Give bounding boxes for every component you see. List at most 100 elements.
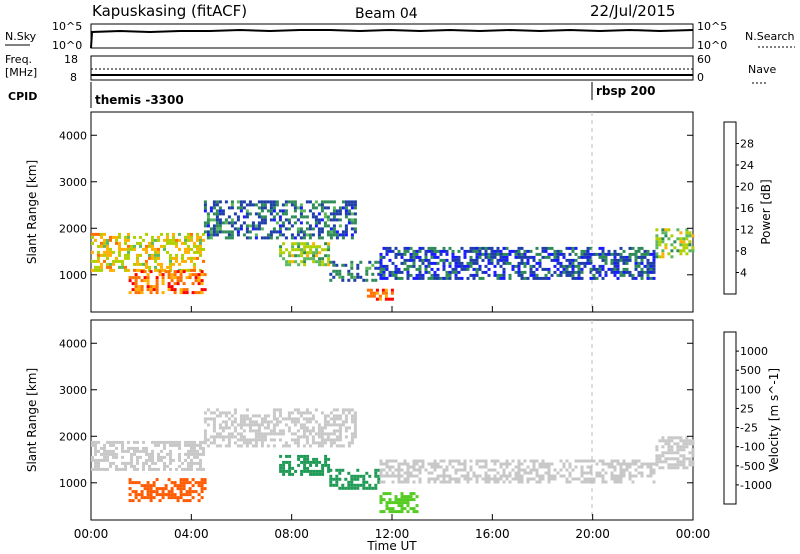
velocity-cell [415, 459, 419, 463]
velocity-cell [382, 480, 386, 484]
power-cell [628, 258, 632, 262]
velocity-cell [589, 480, 593, 484]
power-cell [254, 212, 258, 216]
velocity-cell [631, 474, 635, 478]
velocity-cell [218, 426, 222, 430]
power-cell [478, 252, 482, 256]
power-cell [109, 253, 112, 257]
velocity-cell [323, 432, 327, 436]
power-cell [315, 248, 319, 252]
velocity-cell [472, 471, 476, 475]
power-cells [91, 200, 695, 301]
velocity-cell [97, 458, 100, 462]
power-cell [691, 249, 695, 253]
power-cell [523, 264, 527, 268]
velocity-cell [442, 474, 446, 478]
power-cell [335, 233, 339, 237]
velocity-cell [308, 417, 312, 421]
power-cell [619, 255, 623, 259]
velocity-region-3 [279, 454, 331, 476]
power-cell [233, 221, 237, 225]
x-tick-label: 00:00 [676, 527, 711, 541]
velocity-cell [134, 481, 138, 485]
power-cell [306, 257, 310, 261]
velocity-cell [652, 480, 656, 484]
power-cell [613, 249, 617, 253]
power-cell [172, 256, 175, 260]
power-cell [604, 261, 608, 265]
power-cell [637, 273, 641, 277]
velocity-cell [667, 466, 671, 470]
velocity-cell [406, 474, 410, 478]
velocity-cell [574, 477, 578, 481]
power-cell [323, 200, 327, 204]
velocity-cell [318, 472, 322, 476]
velocity-cell [176, 496, 180, 500]
velocity-cell [583, 471, 587, 475]
velocity-cell [281, 429, 285, 433]
velocity-cell [586, 459, 590, 463]
power-cell [445, 249, 449, 253]
power-cell [181, 253, 184, 257]
velocity-cell [484, 477, 488, 481]
velocity-cell [676, 436, 680, 440]
power-cell [658, 255, 662, 259]
power-cell [154, 268, 157, 272]
power-cell [514, 255, 518, 259]
velocity-cell [400, 468, 404, 472]
power-cell [203, 221, 207, 225]
velocity-cell [469, 477, 473, 481]
velocity-cell [288, 454, 292, 458]
power-cell [145, 265, 148, 269]
power-cell [469, 249, 473, 253]
power-cell [199, 247, 202, 251]
power-cell [224, 230, 228, 234]
power-cell [154, 256, 157, 260]
velocity-cell [242, 423, 246, 427]
velocity-cell [221, 435, 225, 439]
power-cell [457, 270, 461, 274]
power-cell [335, 218, 339, 222]
velocity-cell [200, 484, 204, 488]
power-cell [463, 255, 467, 259]
velocity-cell [356, 474, 360, 478]
velocity-cell [197, 493, 201, 497]
velocity-cell [199, 461, 202, 465]
power-cell [293, 206, 297, 210]
power-cell [94, 265, 97, 269]
power-cell [279, 254, 283, 258]
power-cell [109, 247, 112, 251]
velocity-cell [547, 471, 551, 475]
velocity-cell [565, 459, 569, 463]
velocity-cell [212, 429, 216, 433]
power-cell [436, 261, 440, 265]
velocity-cell [145, 446, 148, 450]
power-cell [308, 200, 312, 204]
power-cell [526, 258, 530, 262]
power-cell [200, 273, 204, 277]
power-cell [571, 261, 575, 265]
power-cell [565, 273, 569, 277]
power-cell [100, 244, 103, 248]
power-cell [490, 261, 494, 265]
velocity-cell [103, 443, 106, 447]
power-cell [327, 260, 331, 264]
power-cell [406, 276, 410, 280]
power-cell [185, 276, 189, 280]
power-cell [341, 200, 345, 204]
velocity-cell [242, 435, 246, 439]
power-cell [106, 250, 109, 254]
power-cell [224, 221, 228, 225]
velocity-cell [172, 458, 175, 462]
power-cell [433, 255, 437, 259]
power-cell [568, 258, 572, 262]
power-cell [580, 267, 584, 271]
power-cell [469, 264, 473, 268]
power-cell [374, 260, 378, 264]
velocity-cell [332, 483, 336, 487]
power-cell [151, 238, 154, 242]
velocity-cell [315, 472, 319, 476]
power-cell [550, 258, 554, 262]
velocity-cell [661, 466, 665, 470]
velocity-cell [682, 442, 686, 446]
